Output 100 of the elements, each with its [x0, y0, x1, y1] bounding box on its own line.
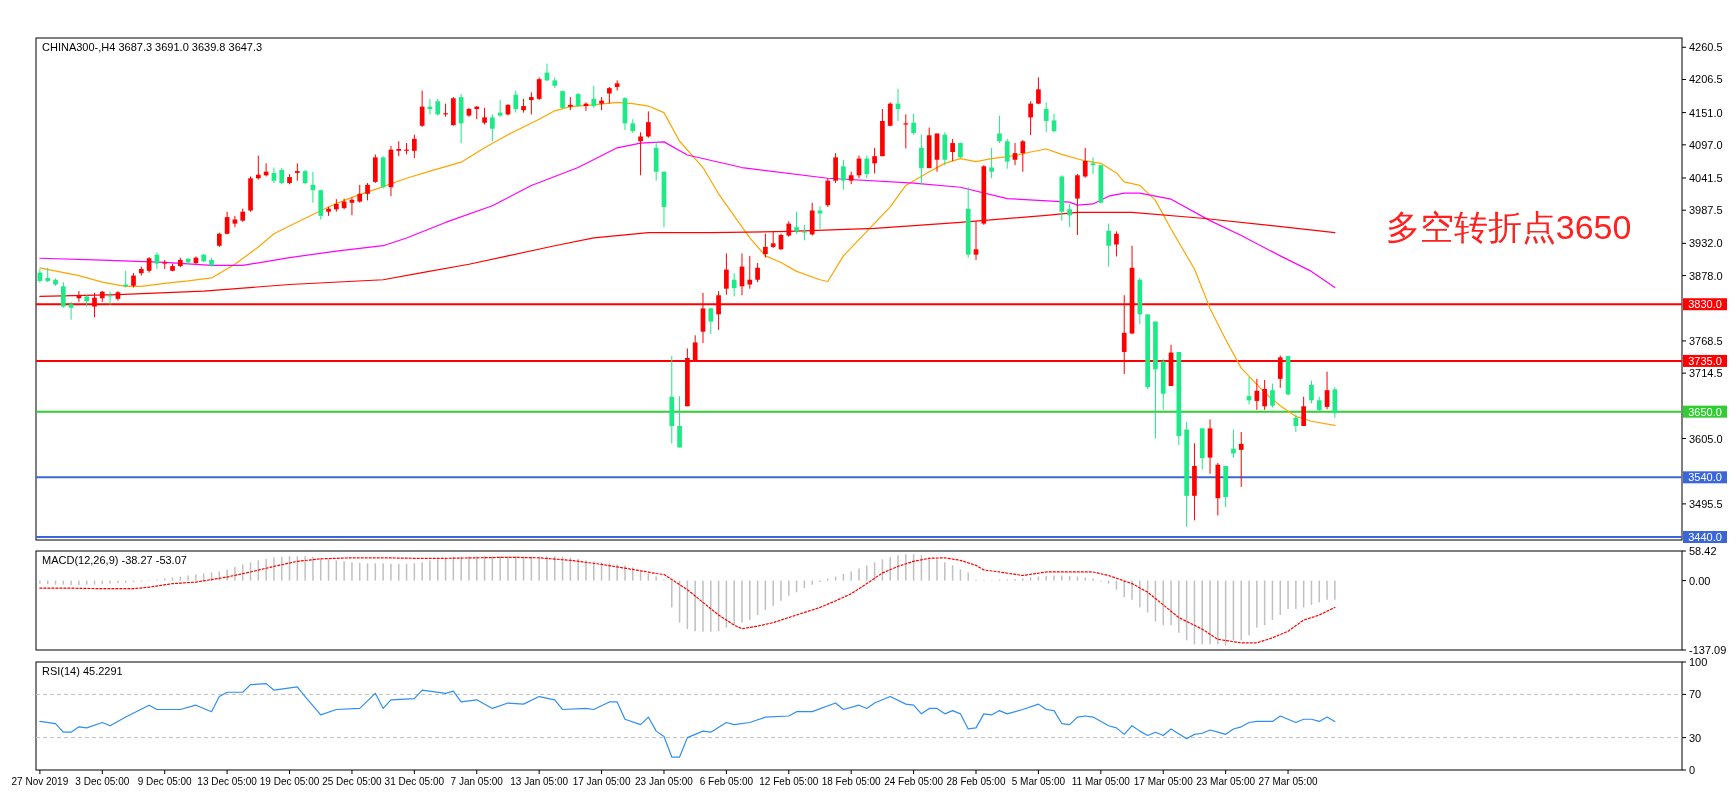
y-tick-label: 3878.0	[1689, 269, 1723, 282]
candlestick	[708, 307, 714, 335]
x-tick-label: 23 Mar 05:00	[1196, 776, 1256, 787]
x-tick-label: 27 Nov 2019	[11, 776, 69, 787]
y-tick-label: 3768.5	[1689, 334, 1723, 347]
candlestick	[794, 211, 799, 235]
candlestick	[60, 281, 66, 309]
y-tick-label: 4206.5	[1689, 73, 1723, 86]
candlestick	[911, 113, 916, 136]
y-tick-label: 4097.0	[1689, 138, 1723, 151]
annotation: 多空转折点3650	[1385, 207, 1632, 246]
candlestick	[747, 255, 753, 290]
x-tick-label: 5 Mar 05:00	[1011, 776, 1066, 787]
y-tick-label: 4260.5	[1689, 41, 1723, 54]
line-series	[39, 556, 1336, 644]
x-tick-label: 17 Mar 05:00	[1133, 776, 1194, 787]
x-tick-label: 13 Dec 05:00	[197, 776, 258, 787]
x-tick-label: 31 Dec 05:00	[384, 776, 445, 787]
chart-title: RSI(14) 45.2291	[42, 665, 123, 677]
candlestick	[1020, 139, 1026, 173]
y-tick-label: 4041.5	[1689, 171, 1723, 184]
candlestick	[1090, 156, 1096, 175]
candlestick	[989, 147, 994, 179]
candlestick	[1270, 383, 1275, 408]
chart-title: CHINA300-,H4 3687.3 3691.0 3639.8 3647.3	[42, 41, 263, 53]
x-tick-label: 23 Jan 05:00	[635, 776, 694, 787]
ref-line-label: 3440.0	[1688, 531, 1722, 544]
candlestick	[950, 138, 955, 162]
x-tick-label: 25 Dec 05:00	[322, 776, 383, 787]
candlestick	[1262, 379, 1267, 411]
y-tick-label: 70	[1689, 688, 1702, 701]
y-tick-label: 58.42	[1689, 545, 1717, 557]
candlestick	[1036, 76, 1041, 105]
candlestick	[1082, 147, 1088, 179]
y-tick-label: 3932.0	[1689, 237, 1723, 250]
candlestick	[638, 131, 643, 176]
candlestick	[1106, 223, 1111, 268]
candlestick	[513, 90, 519, 114]
candlestick	[1238, 431, 1244, 488]
candlestick	[1012, 142, 1018, 166]
candlestick	[529, 91, 534, 115]
candlestick	[919, 134, 924, 186]
x-tick-label: 6 Feb 05:00	[699, 776, 754, 787]
candlestick	[731, 272, 737, 297]
y-tick-label: 30	[1689, 731, 1702, 744]
candlestick	[536, 76, 542, 101]
candlestick	[653, 141, 659, 182]
ref-line-label: 3735.0	[1688, 354, 1722, 367]
candlestick	[1028, 100, 1033, 136]
candlestick	[1231, 429, 1236, 459]
candlestick	[755, 262, 760, 283]
candlestick	[997, 115, 1002, 144]
x-tick-label: 19 Dec 05:00	[259, 776, 320, 787]
x-tick-label: 24 Feb 05:00	[884, 776, 944, 787]
y-tick-label: 0.00	[1689, 574, 1711, 587]
candlestick	[412, 134, 417, 159]
candlestick	[232, 215, 238, 228]
candlestick	[864, 155, 870, 179]
candlestick	[677, 395, 682, 448]
candlestick	[1114, 230, 1119, 257]
candlestick	[973, 220, 979, 261]
y-tick-label: 100	[1689, 656, 1708, 668]
y-tick-label: 3495.5	[1689, 497, 1723, 510]
candlestick	[833, 152, 838, 184]
line-series	[39, 683, 1336, 758]
candlestick	[724, 252, 729, 296]
candlestick	[872, 147, 877, 174]
x-tick-label: 18 Feb 05:00	[821, 776, 882, 787]
ref-line-label: 3540.0	[1688, 471, 1722, 484]
x-tick-label: 3 Dec 05:00	[75, 776, 130, 787]
y-tick-label: 3605.0	[1689, 432, 1723, 445]
y-tick-label: 3714.5	[1689, 367, 1723, 380]
candlestick	[1067, 203, 1072, 228]
y-tick-label: -137.09	[1689, 644, 1727, 656]
x-tick-label: 12 Feb 05:00	[759, 776, 819, 787]
candlestick	[646, 110, 651, 139]
x-tick-label: 28 Feb 05:00	[946, 776, 1006, 787]
candlestick	[1301, 396, 1306, 427]
y-tick-label: 4151.0	[1689, 106, 1723, 119]
candlestick	[490, 113, 495, 142]
ref-line-label: 3830.0	[1688, 298, 1722, 311]
x-tick-label: 11 Mar 05:00	[1071, 776, 1131, 787]
candlestick	[1004, 138, 1010, 170]
x-tick-label: 13 Jan 05:00	[510, 776, 569, 787]
y-tick-label: 3987.5	[1689, 204, 1723, 217]
candlestick	[294, 162, 300, 182]
ref-line-label: 3650.0	[1688, 405, 1722, 418]
candlestick	[841, 159, 846, 191]
candlestick	[903, 113, 909, 149]
chart-title: MACD(12,26,9) -38.27 -53.07	[42, 554, 187, 566]
x-tick-label: 27 Mar 05:00	[1258, 776, 1318, 787]
candlestick	[1309, 380, 1314, 404]
candlestick	[591, 85, 597, 109]
candlestick	[763, 233, 768, 259]
x-tick-label: 17 Jan 05:00	[572, 776, 631, 787]
x-tick-label: 9 Dec 05:00	[137, 776, 193, 787]
x-tick-label: 7 Jan 05:00	[450, 776, 504, 787]
candlestick	[1043, 101, 1049, 133]
candlestick	[68, 301, 74, 321]
y-tick-label: 0	[1689, 764, 1696, 776]
